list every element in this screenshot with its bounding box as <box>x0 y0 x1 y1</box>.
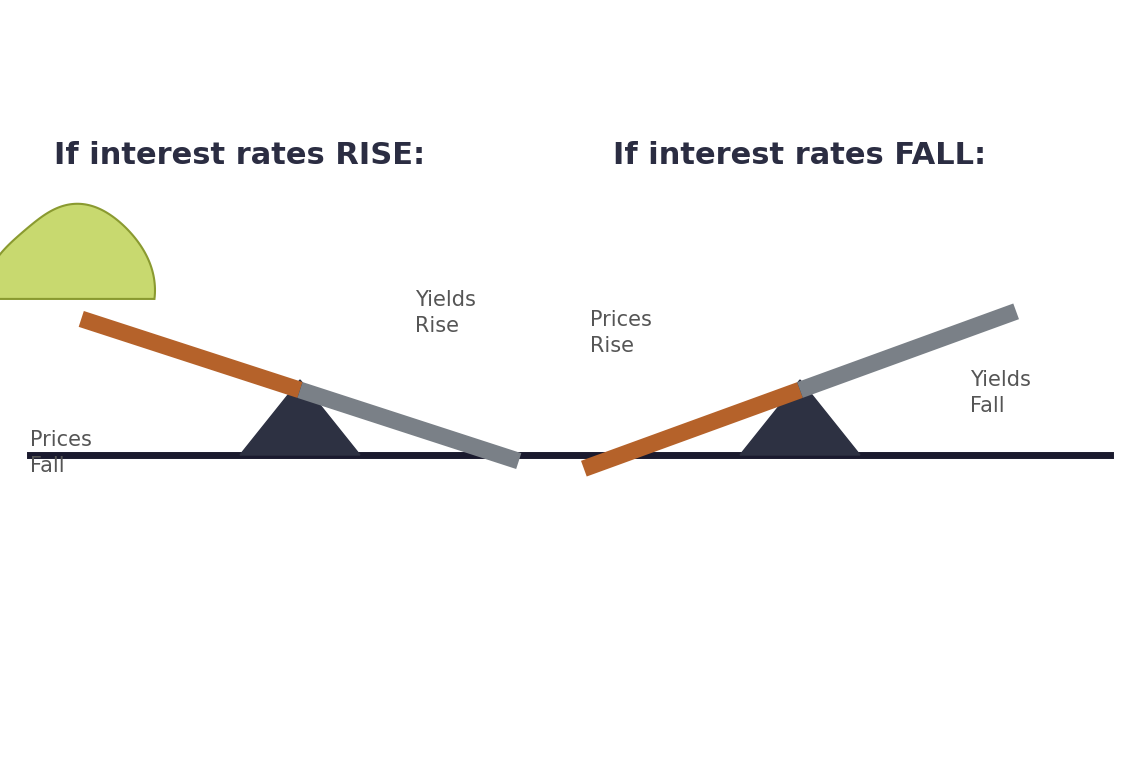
Text: Prices
Fall: Prices Fall <box>30 430 92 477</box>
Polygon shape <box>0 204 155 299</box>
Polygon shape <box>740 380 860 455</box>
Text: Yields
Rise: Yields Rise <box>415 290 475 337</box>
Polygon shape <box>241 380 360 455</box>
Text: Prices
Rise: Prices Rise <box>591 310 652 356</box>
Text: Yields
Fall: Yields Fall <box>970 370 1031 416</box>
Text: If interest rates FALL:: If interest rates FALL: <box>613 141 986 169</box>
Text: If interest rates RISE:: If interest rates RISE: <box>55 141 425 169</box>
